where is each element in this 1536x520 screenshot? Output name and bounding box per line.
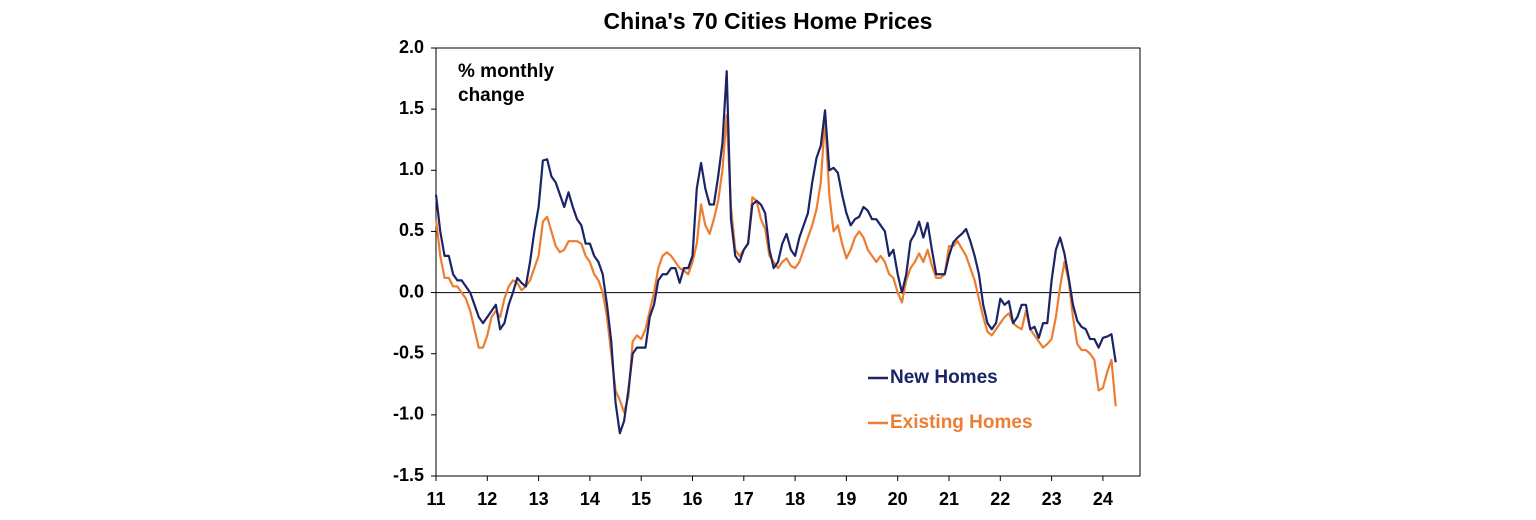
annotation: % monthly change [458, 61, 555, 106]
x-tick-label: 24 [1093, 489, 1113, 509]
legend-label: Existing Homes [890, 412, 1033, 433]
x-tick-label: 21 [939, 489, 959, 509]
x-tick-label: 20 [888, 489, 908, 509]
series-line [434, 70, 1117, 435]
x-tick-label: 13 [529, 489, 549, 509]
x-tick-label: 12 [477, 489, 497, 509]
plot-frame [435, 47, 1141, 477]
y-tick-label: 1.0 [399, 159, 424, 179]
y-tick-label: 0.5 [399, 220, 424, 240]
y-tick-label: 0.0 [399, 281, 424, 301]
x-tick-label: 11 [426, 489, 445, 509]
y-tick-label: 2.0 [399, 37, 424, 57]
y-tick-label: -0.5 [393, 342, 424, 362]
y-tick-label: -1.0 [393, 404, 424, 424]
x-tick-label: 17 [734, 489, 754, 509]
x-tick-label: 18 [785, 489, 805, 509]
x-tick-label: 23 [1042, 489, 1062, 509]
legend-label: New Homes [890, 367, 998, 388]
chart-title: China's 70 Cities Home Prices [604, 8, 933, 34]
y-tick-label: -1.5 [393, 465, 424, 485]
x-tick-label: 14 [580, 489, 600, 509]
y-tick-label: 1.5 [399, 98, 424, 118]
x-tick-label: 19 [836, 489, 856, 509]
x-tick-label: 15 [631, 489, 651, 509]
x-tick-label: 16 [682, 489, 702, 509]
x-tick-label: 22 [990, 489, 1010, 509]
